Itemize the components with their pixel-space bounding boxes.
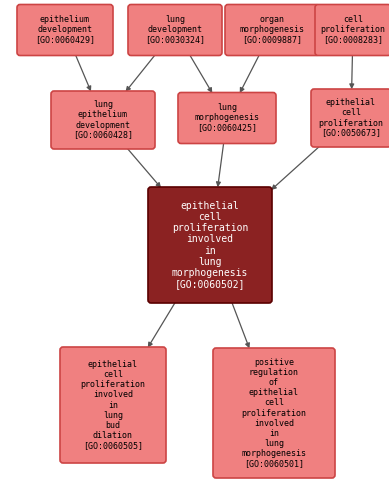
FancyBboxPatch shape [148, 187, 272, 303]
Text: lung
morphogenesis
[GO:0060425]: lung morphogenesis [GO:0060425] [194, 103, 259, 133]
Text: epithelial
cell
proliferation
involved
in
lung
bud
dilation
[GO:0060505]: epithelial cell proliferation involved i… [81, 360, 145, 449]
Text: epithelium
development
[GO:0060429]: epithelium development [GO:0060429] [35, 15, 95, 45]
Text: epithelial
cell
proliferation
involved
in
lung
morphogenesis
[GO:0060502]: epithelial cell proliferation involved i… [172, 201, 248, 289]
Text: positive
regulation
of
epithelial
cell
proliferation
involved
in
lung
morphogene: positive regulation of epithelial cell p… [242, 358, 307, 468]
FancyBboxPatch shape [128, 4, 222, 55]
FancyBboxPatch shape [225, 4, 319, 55]
FancyBboxPatch shape [213, 348, 335, 478]
Text: lung
epithelium
development
[GO:0060428]: lung epithelium development [GO:0060428] [73, 100, 133, 140]
FancyBboxPatch shape [17, 4, 113, 55]
Text: cell
proliferation
[GO:0008283]: cell proliferation [GO:0008283] [321, 15, 385, 45]
Text: organ
morphogenesis
[GO:0009887]: organ morphogenesis [GO:0009887] [240, 15, 305, 45]
FancyBboxPatch shape [60, 347, 166, 463]
FancyBboxPatch shape [315, 4, 389, 55]
FancyBboxPatch shape [178, 93, 276, 144]
FancyBboxPatch shape [311, 89, 389, 147]
Text: epithelial
cell
proliferation
[GO:0050673]: epithelial cell proliferation [GO:005067… [319, 99, 384, 138]
Text: lung
development
[GO:0030324]: lung development [GO:0030324] [145, 15, 205, 45]
FancyBboxPatch shape [51, 91, 155, 149]
